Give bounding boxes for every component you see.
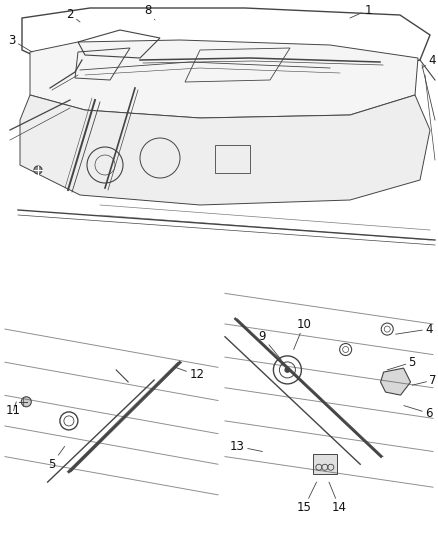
Polygon shape <box>381 368 410 395</box>
Text: 3: 3 <box>8 34 32 52</box>
Text: 1: 1 <box>350 4 372 18</box>
Text: 6: 6 <box>404 406 433 420</box>
Circle shape <box>21 397 31 407</box>
Text: 10: 10 <box>293 318 311 350</box>
Circle shape <box>284 367 290 373</box>
Polygon shape <box>20 95 430 205</box>
Bar <box>313 454 337 474</box>
Text: 13: 13 <box>230 440 262 453</box>
Text: 7: 7 <box>412 374 437 386</box>
Text: 14: 14 <box>329 482 347 514</box>
Text: 11: 11 <box>6 402 21 417</box>
Circle shape <box>34 166 42 174</box>
Text: 5: 5 <box>387 356 416 370</box>
Text: 12: 12 <box>175 367 204 382</box>
Text: 8: 8 <box>144 4 155 20</box>
Text: 9: 9 <box>259 330 281 360</box>
Text: 5: 5 <box>48 447 65 471</box>
Polygon shape <box>30 40 418 118</box>
Text: 15: 15 <box>297 482 317 514</box>
Text: 4: 4 <box>396 322 433 336</box>
Text: 4: 4 <box>422 53 436 68</box>
Text: 2: 2 <box>66 7 80 22</box>
Bar <box>215 145 250 173</box>
